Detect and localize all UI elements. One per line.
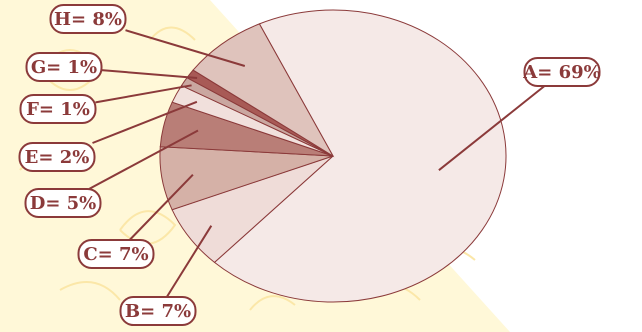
leader-line-e [92,100,198,144]
label-box-f [19,94,97,124]
label-box-c [77,239,155,269]
label-box-e [18,142,96,172]
label-text-e: E= 2% [25,147,90,168]
label-text-b: B= 7% [125,301,191,322]
slice-label-b: B= 7% [119,296,197,326]
label-text-d: D= 5% [30,193,97,214]
label-text-a: A= 69% [522,62,600,83]
leader-line-d [88,129,199,190]
pie-slices [159,9,507,303]
label-text-f: F= 1% [26,99,90,120]
label-text-g: G= 1% [31,57,97,78]
slice-label-c: C= 7% [77,239,155,269]
label-text-c: C= 7% [83,244,148,265]
slice-label-d: D= 5% [24,188,102,218]
background-leaf [149,26,196,41]
leader-line-c [128,174,194,241]
label-text-h: H= 8% [54,9,122,30]
leader-line-a [438,85,546,171]
label-box-b [119,296,197,326]
label-box-h [49,4,127,34]
background-leaf [59,281,121,301]
leader-line-b [165,225,213,298]
slice-label-a: A= 69% [522,57,601,87]
slice-label-g: G= 1% [25,52,103,82]
label-box-a [523,57,601,87]
pie-slice-a [213,9,507,303]
slice-label-f: F= 1% [19,94,97,124]
label-box-d [24,188,102,218]
leader-line-h [125,29,246,67]
label-box-g [25,52,103,82]
slice-label-e: E= 2% [18,142,96,172]
background-leaf [249,295,296,311]
leader-line-f [95,84,192,104]
slice-labels: A= 69% B= 7% C= 7% D= 5% E= 2% F= 1% G= 1% H= 8… [18,4,601,326]
slice-label-h: H= 8% [49,4,127,34]
leader-line-g [101,69,198,79]
pie-slice-h [192,23,335,158]
